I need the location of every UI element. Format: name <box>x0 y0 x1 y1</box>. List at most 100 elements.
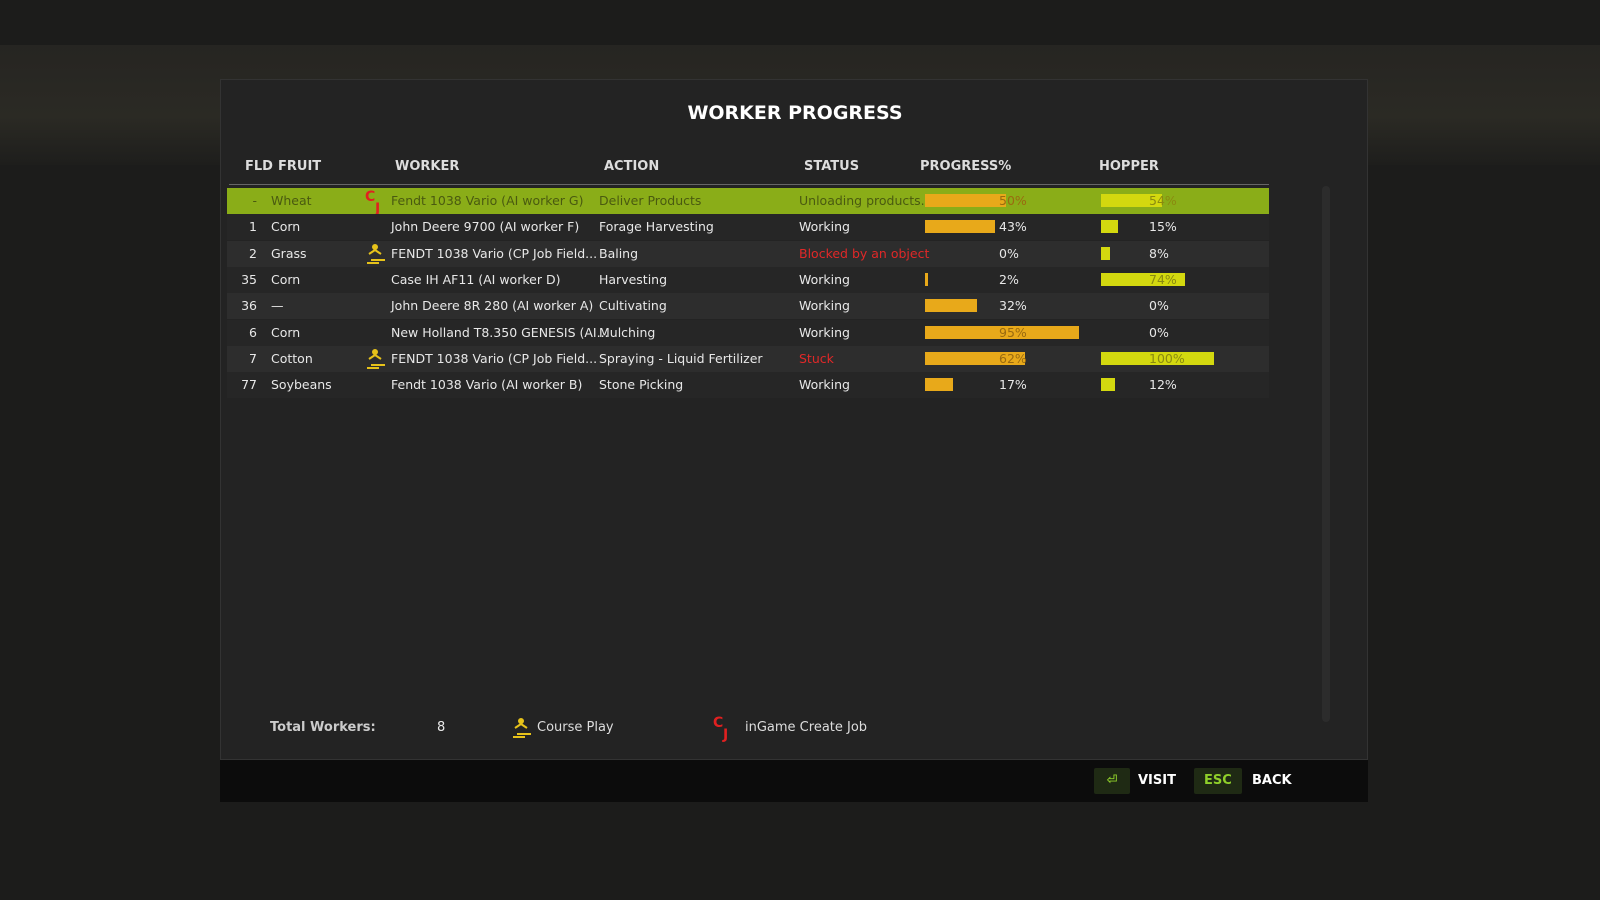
fruit: Corn <box>271 324 301 340</box>
field: 77 <box>241 377 257 393</box>
progress-label: 62% <box>999 350 1027 366</box>
total-label: Total Workers: <box>270 720 376 735</box>
hopper-label: 15% <box>1149 219 1177 235</box>
visit-key[interactable]: ⏎ <box>1094 768 1130 794</box>
field: 2 <box>249 245 257 261</box>
cp-head <box>372 243 378 250</box>
progress-label: 0% <box>999 245 1019 261</box>
scrollbar[interactable] <box>1322 186 1330 722</box>
field: 7 <box>249 350 257 366</box>
course-play-icon <box>513 718 531 738</box>
progress-bar <box>925 220 995 234</box>
button-bar: ⏎ VISIT ESC BACK <box>220 760 1368 802</box>
back-button[interactable]: BACK <box>1252 773 1292 788</box>
action: Cultivating <box>599 298 667 314</box>
worker-icon <box>367 348 385 369</box>
status: Stuck <box>799 350 834 366</box>
worker: John Deere 9700 (AI worker F) <box>391 219 580 235</box>
progress-label: 17% <box>999 377 1027 393</box>
status: Working <box>799 377 850 393</box>
progress-bar <box>925 378 953 392</box>
progress-bar <box>925 194 1006 207</box>
hopper-bar <box>1101 272 1185 286</box>
cp-body <box>367 353 385 369</box>
worker-row[interactable]: 35 Corn Case IH AF11 (AI worker D) Harvesti… <box>227 266 1269 293</box>
header: PROGRESS% <box>920 159 1012 174</box>
back-key[interactable]: ESC <box>1194 768 1242 794</box>
hopper-bar <box>1101 351 1214 365</box>
header: FLD <box>245 159 273 174</box>
progress-bar <box>925 325 1079 339</box>
progress-label: 95% <box>999 324 1027 340</box>
legend-course-play: Course Play <box>537 720 614 735</box>
hopper-bar <box>1101 194 1163 207</box>
action: Spraying - Liquid Fertilizer <box>599 350 763 366</box>
worker-icon: CJ <box>365 189 380 214</box>
worker: FENDT 1038 Vario (CP Job Field... <box>391 245 598 261</box>
status: Blocked by an object <box>799 245 930 261</box>
fruit: Corn <box>271 219 301 235</box>
worker: Fendt 1038 Vario (AI worker G) <box>391 193 584 208</box>
panel-title: WORKER PROGRESS <box>687 102 903 124</box>
header: ACTION <box>604 159 660 174</box>
worker-row[interactable]: 36 — John Deere 8R 280 (AI worker A) Cultiv… <box>227 293 1269 320</box>
svg-text:C: C <box>713 715 723 731</box>
action: Harvesting <box>599 271 668 287</box>
worker-row[interactable]: 77 Soybeans Fendt 1038 Vario (AI worker B)… <box>227 372 1269 399</box>
worker: Case IH AF11 (AI worker D) <box>391 271 561 287</box>
legend-create-job: inGame Create Job <box>745 720 868 735</box>
fruit: Corn <box>271 271 301 287</box>
hopper-bar <box>1101 378 1115 392</box>
progress-label: 32% <box>999 298 1027 314</box>
worker-icon <box>367 243 385 264</box>
header: STATUS <box>804 159 860 174</box>
worker: John Deere 8R 280 (AI worker A) <box>391 298 594 314</box>
action: Stone Picking <box>599 377 684 393</box>
status: Working <box>799 219 850 235</box>
status: Unloading products... <box>799 193 933 208</box>
field: 35 <box>241 271 257 287</box>
create-job-icon: CJ <box>713 715 728 742</box>
cp-head <box>372 348 378 355</box>
progress-bar <box>925 299 977 313</box>
hopper-label: 0% <box>1149 298 1169 314</box>
worker: New Holland T8.350 GENESIS (AI... <box>391 324 609 340</box>
worker-row[interactable]: - Wheat C J Fendt 1038 Vario (AI worker G) De… <box>227 188 1269 214</box>
action: Baling <box>599 245 639 261</box>
visit-button[interactable]: VISIT <box>1138 773 1176 788</box>
field: 1 <box>249 219 257 235</box>
worker-row[interactable]: 2 Grass FENDT 1038 Vario (CP Job Field... B… <box>227 240 1269 267</box>
action: Forage Harvesting <box>599 219 714 235</box>
cp-body <box>367 248 385 264</box>
worker: FENDT 1038 Vario (CP Job Field... <box>391 350 598 366</box>
hopper-label: 12% <box>1149 377 1177 393</box>
hopper-bar <box>1101 220 1118 234</box>
status: Working <box>799 298 850 314</box>
worker-panel: WORKER PROGRESS FLD FRUIT WORKER ACTION … <box>220 79 1368 760</box>
field: - <box>252 193 257 208</box>
status: Working <box>799 271 850 287</box>
header: WORKER <box>395 159 460 174</box>
progress-bar <box>925 272 929 286</box>
header: HOPPER <box>1099 159 1159 174</box>
field: 6 <box>249 324 257 340</box>
fruit: — <box>271 298 284 314</box>
hopper-label: 74% <box>1149 271 1177 287</box>
action: Deliver Products <box>599 193 702 208</box>
total-value: 8 <box>437 720 446 735</box>
worker-row[interactable]: 6 Corn New Holland T8.350 GENESIS (AI... Mu… <box>227 319 1269 346</box>
cj-j: J <box>374 201 380 214</box>
worker-row[interactable]: 7 Cotton FENDT 1038 Vario (CP Job Field...… <box>227 345 1269 372</box>
header-line <box>229 184 1269 185</box>
fruit: Wheat <box>271 193 312 208</box>
hopper-label: 0% <box>1149 324 1169 340</box>
hopper-label: 8% <box>1149 245 1169 261</box>
fruit: Cotton <box>271 350 313 366</box>
status: Working <box>799 324 850 340</box>
progress-label: 2% <box>999 271 1019 287</box>
worker-row[interactable]: 1 Corn John Deere 9700 (AI worker F) Forage… <box>227 214 1269 241</box>
header: FRUIT <box>278 159 322 174</box>
field: 36 <box>241 298 257 314</box>
fruit: Grass <box>271 245 307 261</box>
